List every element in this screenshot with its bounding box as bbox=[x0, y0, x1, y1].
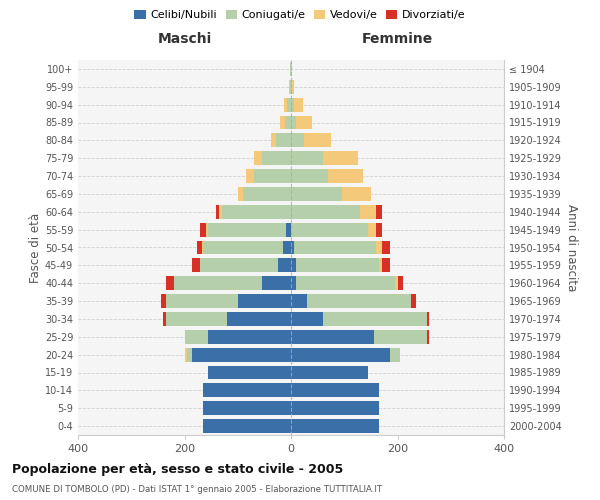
Bar bbox=[291, 116, 296, 130]
Text: Popolazione per età, sesso e stato civile - 2005: Popolazione per età, sesso e stato civil… bbox=[12, 463, 343, 476]
Bar bbox=[328, 169, 363, 183]
Bar bbox=[307, 294, 411, 308]
Bar bbox=[291, 240, 293, 254]
Bar bbox=[376, 222, 382, 236]
Bar bbox=[222, 205, 291, 219]
Bar bbox=[246, 169, 254, 183]
Bar bbox=[284, 98, 287, 112]
Bar bbox=[197, 240, 202, 254]
Bar bbox=[395, 276, 398, 290]
Bar bbox=[411, 294, 416, 308]
Bar bbox=[203, 419, 291, 433]
Bar bbox=[382, 240, 389, 254]
Bar bbox=[291, 419, 379, 433]
Bar bbox=[262, 151, 291, 165]
Bar bbox=[291, 276, 296, 290]
Bar bbox=[293, 240, 376, 254]
Bar bbox=[262, 276, 291, 290]
Bar bbox=[254, 169, 291, 183]
Bar bbox=[398, 276, 403, 290]
Bar bbox=[291, 330, 374, 344]
Bar bbox=[291, 312, 323, 326]
Bar bbox=[291, 384, 379, 398]
Bar bbox=[219, 205, 222, 219]
Bar bbox=[374, 330, 427, 344]
Text: Femmine: Femmine bbox=[362, 32, 433, 46]
Bar bbox=[254, 151, 262, 165]
Bar bbox=[227, 312, 291, 326]
Bar bbox=[382, 258, 389, 272]
Bar bbox=[291, 258, 296, 272]
Text: Maschi: Maschi bbox=[157, 32, 212, 46]
Bar bbox=[291, 222, 368, 236]
Bar bbox=[174, 276, 262, 290]
Y-axis label: Anni di nascita: Anni di nascita bbox=[565, 204, 578, 291]
Bar bbox=[296, 258, 379, 272]
Bar bbox=[291, 80, 292, 94]
Bar bbox=[166, 276, 174, 290]
Bar bbox=[291, 401, 379, 415]
Bar bbox=[427, 312, 430, 326]
Bar bbox=[296, 276, 395, 290]
Bar bbox=[291, 187, 341, 201]
Bar bbox=[323, 151, 358, 165]
Bar bbox=[304, 134, 331, 147]
Bar bbox=[208, 366, 291, 380]
Bar bbox=[341, 187, 371, 201]
Bar bbox=[202, 240, 203, 254]
Bar bbox=[379, 258, 382, 272]
Bar bbox=[283, 240, 291, 254]
Bar bbox=[293, 98, 303, 112]
Bar bbox=[376, 240, 382, 254]
Bar bbox=[200, 222, 206, 236]
Bar bbox=[166, 294, 238, 308]
Bar bbox=[291, 366, 368, 380]
Bar bbox=[286, 222, 291, 236]
Bar bbox=[271, 134, 276, 147]
Bar bbox=[376, 205, 382, 219]
Bar bbox=[238, 187, 243, 201]
Bar bbox=[208, 330, 291, 344]
Bar bbox=[217, 205, 219, 219]
Bar bbox=[203, 240, 283, 254]
Bar bbox=[238, 294, 291, 308]
Y-axis label: Fasce di età: Fasce di età bbox=[29, 212, 42, 282]
Bar bbox=[287, 98, 291, 112]
Bar bbox=[389, 348, 400, 362]
Bar bbox=[284, 116, 291, 130]
Bar bbox=[166, 312, 227, 326]
Bar bbox=[276, 134, 291, 147]
Bar bbox=[206, 222, 208, 236]
Legend: Celibi/Nubili, Coniugati/e, Vedovi/e, Divorziati/e: Celibi/Nubili, Coniugati/e, Vedovi/e, Di… bbox=[130, 6, 470, 25]
Bar bbox=[203, 384, 291, 398]
Bar bbox=[291, 348, 389, 362]
Bar bbox=[243, 187, 291, 201]
Bar bbox=[200, 258, 278, 272]
Bar bbox=[323, 312, 427, 326]
Bar bbox=[187, 348, 193, 362]
Bar bbox=[193, 348, 291, 362]
Bar bbox=[368, 222, 376, 236]
Bar bbox=[280, 116, 284, 130]
Bar bbox=[278, 258, 291, 272]
Bar bbox=[291, 169, 328, 183]
Bar bbox=[291, 294, 307, 308]
Bar bbox=[292, 80, 293, 94]
Bar bbox=[185, 348, 187, 362]
Bar bbox=[163, 312, 166, 326]
Bar bbox=[296, 116, 313, 130]
Bar bbox=[291, 134, 304, 147]
Bar bbox=[203, 401, 291, 415]
Bar bbox=[360, 205, 376, 219]
Bar bbox=[290, 80, 291, 94]
Text: COMUNE DI TOMBOLO (PD) - Dati ISTAT 1° gennaio 2005 - Elaborazione TUTTITALIA.IT: COMUNE DI TOMBOLO (PD) - Dati ISTAT 1° g… bbox=[12, 485, 382, 494]
Bar bbox=[193, 258, 200, 272]
Bar bbox=[427, 330, 430, 344]
Bar bbox=[185, 330, 208, 344]
Bar bbox=[208, 222, 286, 236]
Bar bbox=[161, 294, 166, 308]
Bar bbox=[291, 151, 323, 165]
Bar bbox=[291, 98, 293, 112]
Bar bbox=[291, 205, 360, 219]
